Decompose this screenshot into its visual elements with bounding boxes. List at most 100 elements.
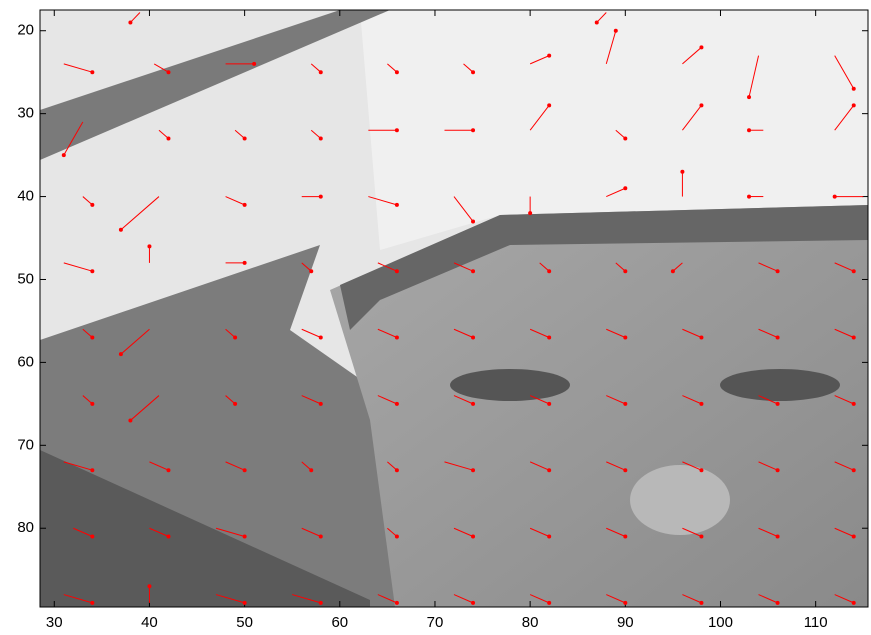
flow-arrow-head xyxy=(623,601,627,605)
flow-arrow-head xyxy=(699,402,703,406)
flow-arrow-head xyxy=(623,137,627,141)
flow-arrow-head xyxy=(671,269,675,273)
flow-arrow-head xyxy=(623,336,627,340)
flow-arrow-head xyxy=(776,535,780,539)
flow-arrow-head xyxy=(595,20,599,24)
x-tick-label: 70 xyxy=(427,614,444,631)
flow-arrow-head xyxy=(395,336,399,340)
x-tick-label: 100 xyxy=(708,614,733,631)
flow-arrow-head xyxy=(747,95,751,99)
flow-arrow-head xyxy=(776,402,780,406)
flow-arrow-head xyxy=(776,336,780,340)
flow-arrow-head xyxy=(852,468,856,472)
flow-arrow-head xyxy=(243,203,247,207)
x-tick-label: 50 xyxy=(236,614,253,631)
flow-arrow-head xyxy=(309,269,313,273)
flow-arrow-head xyxy=(852,402,856,406)
y-tick-label: 40 xyxy=(17,188,34,205)
flow-arrow-head xyxy=(319,336,323,340)
flow-arrow-head xyxy=(166,468,170,472)
flow-arrow-head xyxy=(547,535,551,539)
flow-arrow-head xyxy=(395,468,399,472)
x-tick-label: 40 xyxy=(141,614,158,631)
flow-arrow-head xyxy=(852,103,856,107)
y-tick-label: 20 xyxy=(17,22,34,39)
flow-arrow-head xyxy=(471,468,475,472)
y-tick-label: 70 xyxy=(17,436,34,453)
flow-arrow-head xyxy=(90,468,94,472)
flow-arrow-head xyxy=(119,352,123,356)
flow-arrow-head xyxy=(471,128,475,132)
flow-arrow-head xyxy=(547,336,551,340)
flow-arrow-head xyxy=(852,87,856,91)
flow-arrow-head xyxy=(128,418,132,422)
flow-arrow-head xyxy=(547,103,551,107)
x-tick-label: 60 xyxy=(331,614,348,631)
flow-arrow-head xyxy=(319,535,323,539)
flow-arrow-head xyxy=(90,601,94,605)
flow-arrow-head xyxy=(747,195,751,199)
flow-arrow-head xyxy=(623,269,627,273)
flow-arrow-head xyxy=(395,601,399,605)
x-tick-label: 90 xyxy=(617,614,634,631)
flow-arrow-head xyxy=(319,195,323,199)
image-nose xyxy=(630,465,730,535)
flow-arrow-head xyxy=(623,186,627,190)
flow-arrow-head xyxy=(699,45,703,49)
flow-arrow-head xyxy=(547,402,551,406)
y-tick-label: 50 xyxy=(17,270,34,287)
flow-arrow-head xyxy=(319,402,323,406)
flow-arrow-head xyxy=(614,29,618,33)
flow-arrow-head xyxy=(90,535,94,539)
y-tick-label: 30 xyxy=(17,105,34,122)
flow-arrow-head xyxy=(90,70,94,74)
flow-arrow-head xyxy=(119,228,123,232)
image-eye xyxy=(720,369,840,401)
flow-arrow-head xyxy=(471,70,475,74)
flow-arrow-head xyxy=(547,269,551,273)
flow-arrow-head xyxy=(252,62,256,66)
x-tick-label: 80 xyxy=(522,614,539,631)
flow-arrow-head xyxy=(243,535,247,539)
flow-arrow-head xyxy=(395,402,399,406)
flow-arrow-head xyxy=(699,535,703,539)
flow-arrow-head xyxy=(243,601,247,605)
flow-arrow-head xyxy=(547,601,551,605)
flow-arrow-head xyxy=(471,269,475,273)
flow-arrow-head xyxy=(699,103,703,107)
flow-arrow-head xyxy=(395,203,399,207)
x-tick-label: 30 xyxy=(46,614,63,631)
flow-arrow-head xyxy=(90,203,94,207)
flow-arrow-head xyxy=(319,137,323,141)
flow-arrow-head xyxy=(852,269,856,273)
flow-arrow-head xyxy=(623,535,627,539)
flow-arrow-head xyxy=(547,468,551,472)
flow-arrow-head xyxy=(395,269,399,273)
flow-arrow-head xyxy=(833,195,837,199)
flow-arrow-head xyxy=(852,336,856,340)
flow-arrow-head xyxy=(319,70,323,74)
image xyxy=(40,10,868,607)
flow-arrow-head xyxy=(528,211,532,215)
flow-arrow-head xyxy=(747,128,751,132)
flow-arrow-head xyxy=(62,153,66,157)
flow-arrow-head xyxy=(471,601,475,605)
flow-arrow-head xyxy=(471,336,475,340)
image-eye xyxy=(450,369,570,401)
flow-arrow-head xyxy=(471,535,475,539)
flow-arrow-head xyxy=(699,468,703,472)
flow-arrow-head xyxy=(243,137,247,141)
flow-arrow-head xyxy=(776,601,780,605)
flow-arrow-head xyxy=(147,584,151,588)
flow-arrow-head xyxy=(319,601,323,605)
chart: 3040506070809010011020304050607080 xyxy=(0,0,871,635)
flow-arrow-head xyxy=(547,54,551,58)
y-tick-label: 80 xyxy=(17,519,34,536)
flow-arrow-head xyxy=(680,170,684,174)
flow-arrow-head xyxy=(395,70,399,74)
flow-arrow-head xyxy=(776,269,780,273)
flow-arrow-head xyxy=(395,128,399,132)
y-tick-label: 60 xyxy=(17,353,34,370)
flow-arrow-head xyxy=(233,336,237,340)
flow-arrow-head xyxy=(90,402,94,406)
